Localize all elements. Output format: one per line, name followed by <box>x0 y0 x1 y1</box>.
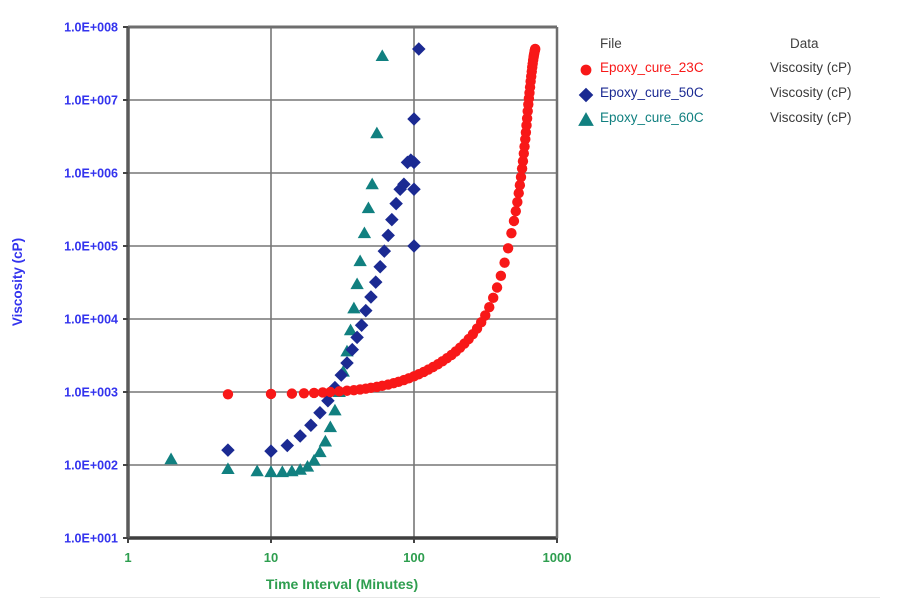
triangle-marker-icon <box>578 112 594 126</box>
data-series-layer <box>164 42 541 478</box>
legend-item[interactable]: Epoxy_cure_23C Viscosity (cP) <box>578 58 908 83</box>
y-axis-tick-labels: 1.0E+001 1.0E+002 1.0E+003 1.0E+004 1.0E+005… <box>64 21 118 546</box>
x-axis-ticks <box>127 538 558 543</box>
x-tick-label: 100 <box>403 550 425 565</box>
y-tick-label: 1.0E+006 <box>64 167 118 181</box>
series-Epoxy_cure_23C <box>222 43 541 400</box>
legend-file-name: Epoxy_cure_50C <box>600 85 704 100</box>
legend-rows: Epoxy_cure_23C Viscosity (cP) Epoxy_cure_5… <box>578 58 908 133</box>
x-axis-tick-labels: 1 10 100 1000 <box>124 550 571 565</box>
y-tick-label: 1.0E+008 <box>64 21 118 35</box>
x-axis-title: Time Interval (Minutes) <box>266 576 418 592</box>
x-tick-label: 10 <box>264 550 278 565</box>
plot-frame <box>126 25 559 540</box>
legend-data-name: Viscosity (cP) <box>770 85 852 100</box>
legend-data-name: Viscosity (cP) <box>770 60 852 75</box>
y-tick-label: 1.0E+005 <box>64 240 118 254</box>
y-axis-ticks <box>123 26 128 539</box>
legend-file-name: Epoxy_cure_23C <box>600 60 704 75</box>
y-tick-label: 1.0E+001 <box>64 532 118 546</box>
circle-marker-icon <box>580 64 592 76</box>
y-tick-label: 1.0E+004 <box>64 313 118 327</box>
plot-area-background <box>128 27 557 538</box>
y-tick-label: 1.0E+007 <box>64 94 118 108</box>
legend-data-name: Viscosity (cP) <box>770 110 852 125</box>
y-tick-label: 1.0E+002 <box>64 459 118 473</box>
legend-header-file: File <box>600 36 622 51</box>
legend-file-name: Epoxy_cure_60C <box>600 110 704 125</box>
legend-header-row: File Data <box>578 36 908 58</box>
x-tick-label: 1000 <box>543 550 572 565</box>
y-axis-title: Viscosity (cP) <box>10 238 25 326</box>
diamond-marker-icon <box>578 87 594 103</box>
x-tick-label: 1 <box>124 550 131 565</box>
legend-item[interactable]: Epoxy_cure_50C Viscosity (cP) <box>578 83 908 108</box>
footer-divider <box>40 597 880 598</box>
series-Epoxy_cure_50C <box>221 42 426 458</box>
legend-header-data: Data <box>790 36 819 51</box>
y-tick-label: 1.0E+003 <box>64 386 118 400</box>
legend-item[interactable]: Epoxy_cure_60C Viscosity (cP) <box>578 108 908 133</box>
chart-legend: File Data Epoxy_cure_23C Viscosity (cP) Ep… <box>578 36 908 133</box>
